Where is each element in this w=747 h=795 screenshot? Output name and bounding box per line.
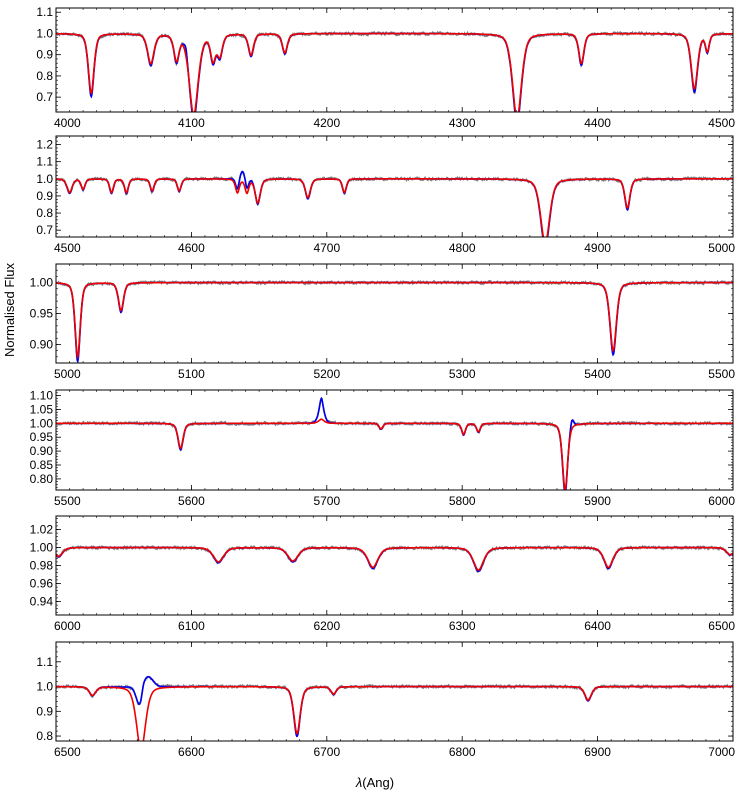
- x-tick-label: 4800: [449, 241, 476, 255]
- spectrum-panel: 5000 5100 5200 5300 5400 5500 0.90 0.95 1.00: [30, 263, 735, 381]
- y-tick-label: 1.0: [36, 680, 53, 694]
- y-tick-label: 1.1: [36, 5, 53, 19]
- x-axis-label: λ(Ang): [355, 775, 394, 790]
- y-tick-label: 0.95: [30, 307, 54, 321]
- x-tick-label: 5000: [708, 241, 735, 255]
- y-tick-label: 0.9: [36, 48, 53, 62]
- x-tick-label: 5500: [54, 494, 81, 508]
- y-tick-label: 0.8: [36, 69, 53, 83]
- x-tick-label: 4200: [313, 116, 340, 130]
- y-tick-label: 0.7: [36, 90, 53, 104]
- y-tick-label: 1.0: [36, 26, 53, 40]
- y-tick-label: 1.00: [30, 276, 54, 290]
- panel-frame: [55, 263, 734, 364]
- x-tick-label: 6700: [313, 745, 340, 759]
- x-tick-label: 6000: [708, 494, 735, 508]
- x-tick-label: 6400: [584, 619, 611, 633]
- x-tick-label: 5900: [584, 494, 611, 508]
- y-tick-label: 1.1: [36, 155, 53, 169]
- x-tick-label: 4500: [54, 241, 81, 255]
- x-tick-label: 6600: [178, 745, 205, 759]
- x-tick-label: 6000: [54, 619, 81, 633]
- model-spectrum-red-line: [56, 281, 733, 360]
- x-tick-label: 4100: [178, 116, 205, 130]
- model-spectrum-blue-line: [56, 32, 733, 112]
- x-tick-label: 5500: [708, 367, 735, 381]
- x-tick-label: 7000: [708, 745, 735, 759]
- y-tick-label: 1.05: [30, 402, 54, 416]
- observed-spectrum-line: [56, 30, 733, 112]
- x-tick-label: 6800: [449, 745, 476, 759]
- x-tick-label: 4900: [584, 241, 611, 255]
- model-spectrum-blue-line: [56, 546, 733, 573]
- x-tick-label: 6500: [708, 619, 735, 633]
- x-tick-label: 5200: [313, 367, 340, 381]
- x-tick-label: 5700: [313, 494, 340, 508]
- model-spectrum-red-line: [56, 685, 733, 741]
- x-tick-label: 5100: [178, 367, 205, 381]
- observed-spectrum-line: [56, 397, 733, 490]
- x-tick-label: 6100: [178, 619, 205, 633]
- y-tick-label: 0.9: [36, 704, 53, 718]
- y-tick-label: 0.98: [30, 559, 54, 573]
- panel-frame: [55, 641, 734, 742]
- x-tick-label: 5400: [584, 367, 611, 381]
- y-tick-label: 1.00: [30, 541, 54, 555]
- model-spectrum-red-line: [56, 32, 733, 112]
- y-tick-label: 0.8: [36, 729, 53, 743]
- y-tick-label: 0.90: [30, 337, 54, 351]
- y-tick-label: 0.90: [30, 444, 54, 458]
- x-tick-label: 5600: [178, 494, 205, 508]
- y-tick-label: 1.1: [36, 655, 53, 669]
- y-tick-label: 0.80: [30, 472, 54, 486]
- model-spectrum-red-line: [56, 546, 733, 571]
- y-tick-label: 0.7: [36, 223, 53, 237]
- x-tick-label: 4000: [54, 116, 81, 130]
- spectrum-panel: 5500 5600 5700 5800 5900 6000 0.800.850.900.95…: [30, 389, 736, 508]
- x-tick-label: 4700: [313, 241, 340, 255]
- y-tick-label: 1.10: [30, 389, 54, 403]
- y-tick-label: 0.95: [30, 430, 54, 444]
- panel-frame: [55, 135, 734, 238]
- y-tick-label: 0.8: [36, 206, 53, 220]
- model-spectrum-blue-line: [56, 396, 733, 490]
- x-tick-label: 4300: [449, 116, 476, 130]
- x-tick-label: 4500: [708, 116, 735, 130]
- observed-spectrum-line: [56, 544, 733, 573]
- y-axis-label: Normalised Flux: [2, 263, 17, 357]
- spectrum-panel: 4000 4100 4200 4300 4400 4500 0.7 0.8 0.9 1.0 1.1: [36, 5, 735, 130]
- y-tick-label: 0.9: [36, 189, 53, 203]
- x-tick-label: 4400: [584, 116, 611, 130]
- y-tick-label: 1.02: [30, 523, 54, 537]
- model-spectrum-red-line: [56, 178, 733, 237]
- y-tick-label: 1.00: [30, 416, 54, 430]
- x-axis-label-unit: (Ang): [362, 775, 394, 790]
- x-tick-label: 5300: [449, 367, 476, 381]
- y-tick-label: 0.96: [30, 577, 54, 591]
- spectrum-panel: 4500 4600 4700 4800 4900 5000 0.7 0.8 0.9 1.0 1.1 1…: [36, 135, 735, 255]
- model-spectrum-blue-line: [56, 281, 733, 363]
- y-tick-label: 1.0: [36, 172, 53, 186]
- panels: 4000 4100 4200 4300 4400 45000.70.80.91.01.14…: [30, 5, 736, 759]
- panel-frame: [55, 515, 734, 616]
- spectrum-panel: 6000 6100 6200 6300 6400 6500 0.94 0.96 0.98 1.00…: [30, 515, 735, 633]
- y-tick-label: 0.94: [30, 595, 54, 609]
- observed-spectrum-line: [56, 279, 733, 363]
- y-tick-label: 0.85: [30, 458, 54, 472]
- panel-frame: [55, 389, 734, 491]
- panel-frame: [55, 7, 734, 113]
- x-tick-label: 6300: [449, 619, 476, 633]
- spectrum-panel: 6500 6600 6700 6800 6900 7000 0.8 0.9 1.0 1.1: [36, 641, 735, 759]
- model-spectrum-red-line: [56, 418, 733, 490]
- x-tick-label: 5000: [54, 367, 81, 381]
- x-tick-label: 6900: [584, 745, 611, 759]
- x-tick-label: 5800: [449, 494, 476, 508]
- x-tick-label: 6200: [313, 619, 340, 633]
- y-tick-label: 1.2: [36, 138, 53, 152]
- x-axis-label-symbol: λ: [355, 775, 362, 790]
- x-tick-label: 4600: [178, 241, 205, 255]
- x-tick-label: 6500: [54, 745, 81, 759]
